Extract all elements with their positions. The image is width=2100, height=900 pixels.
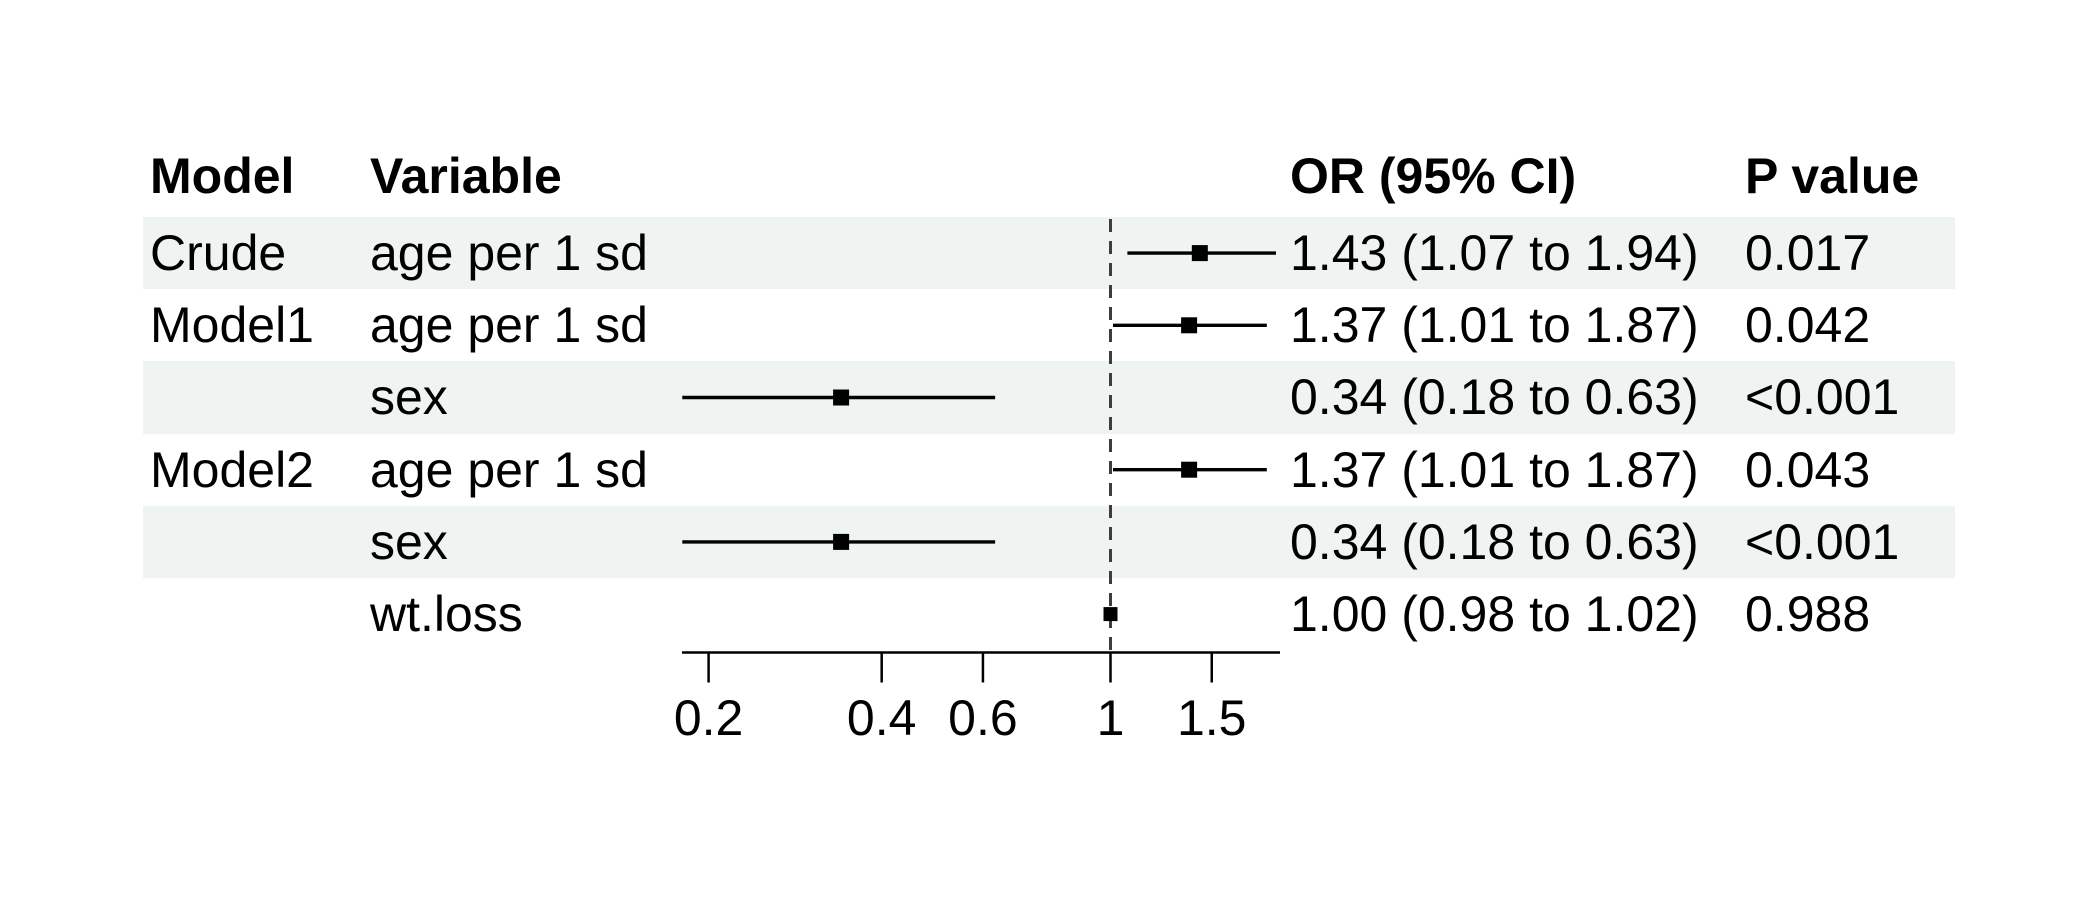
row-stripe (143, 217, 1955, 290)
or-marker (1103, 607, 1118, 622)
column-header-variable: Variable (370, 148, 562, 204)
cell-model: Model2 (150, 441, 314, 498)
cell-variable: age per 1 sd (370, 297, 648, 354)
cell-model: Crude (150, 225, 287, 282)
cell-model: Model1 (150, 297, 314, 354)
cell-p-value: 0.042 (1745, 297, 1871, 354)
cell-or-ci: 1.43 (1.07 to 1.94) (1290, 225, 1699, 282)
x-axis-tick-label: 0.6 (948, 690, 1018, 746)
cell-variable: sex (370, 513, 448, 570)
cell-p-value: <0.001 (1745, 369, 1900, 426)
x-axis-tick-label: 1.5 (1177, 690, 1247, 746)
or-marker (833, 389, 850, 406)
cell-variable: age per 1 sd (370, 441, 648, 498)
cell-or-ci: 1.00 (0.98 to 1.02) (1290, 586, 1699, 643)
column-header-p-value: P value (1745, 148, 1920, 204)
x-axis-tick-label: 1 (1097, 690, 1125, 746)
cell-or-ci: 1.37 (1.01 to 1.87) (1290, 441, 1699, 498)
row-stripe (143, 361, 1955, 434)
or-marker (1181, 461, 1198, 478)
or-marker (1191, 245, 1208, 262)
column-header-model: Model (150, 148, 295, 204)
x-axis-tick-label: 0.4 (847, 690, 917, 746)
cell-or-ci: 0.34 (0.18 to 0.63) (1290, 513, 1699, 570)
cell-variable: wt.loss (370, 586, 523, 643)
cell-or-ci: 1.37 (1.01 to 1.87) (1290, 297, 1699, 354)
cell-variable: age per 1 sd (370, 225, 648, 282)
cell-p-value: 0.043 (1745, 441, 1871, 498)
row-stripe (143, 505, 1955, 578)
column-header-or-ci: OR (95% CI) (1290, 148, 1577, 204)
cell-p-value: <0.001 (1745, 513, 1900, 570)
x-axis-tick-label: 0.2 (674, 690, 744, 746)
cell-p-value: 0.988 (1745, 586, 1871, 643)
cell-variable: sex (370, 369, 448, 426)
or-marker (1181, 317, 1198, 334)
or-marker (833, 533, 850, 550)
cell-p-value: 0.017 (1745, 225, 1871, 282)
cell-or-ci: 0.34 (0.18 to 0.63) (1290, 369, 1699, 426)
